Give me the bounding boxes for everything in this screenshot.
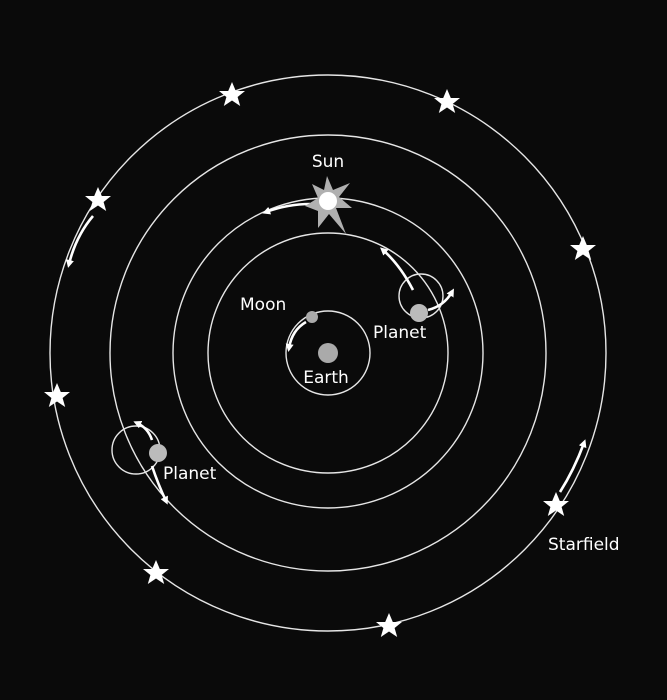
planet xyxy=(149,444,167,462)
geocentric-diagram: Sun Moon Earth Planet Planet Starfield xyxy=(0,0,667,700)
moon xyxy=(306,311,318,323)
planet-label: Planet xyxy=(373,323,427,343)
moon-label: Moon xyxy=(240,295,286,315)
starfield-label: Starfield xyxy=(548,535,620,555)
planet xyxy=(410,304,428,322)
sun xyxy=(319,192,337,210)
earth xyxy=(318,343,338,363)
planet-label: Planet xyxy=(163,464,217,484)
sun-label: Sun xyxy=(312,152,344,172)
earth-label: Earth xyxy=(303,368,349,388)
